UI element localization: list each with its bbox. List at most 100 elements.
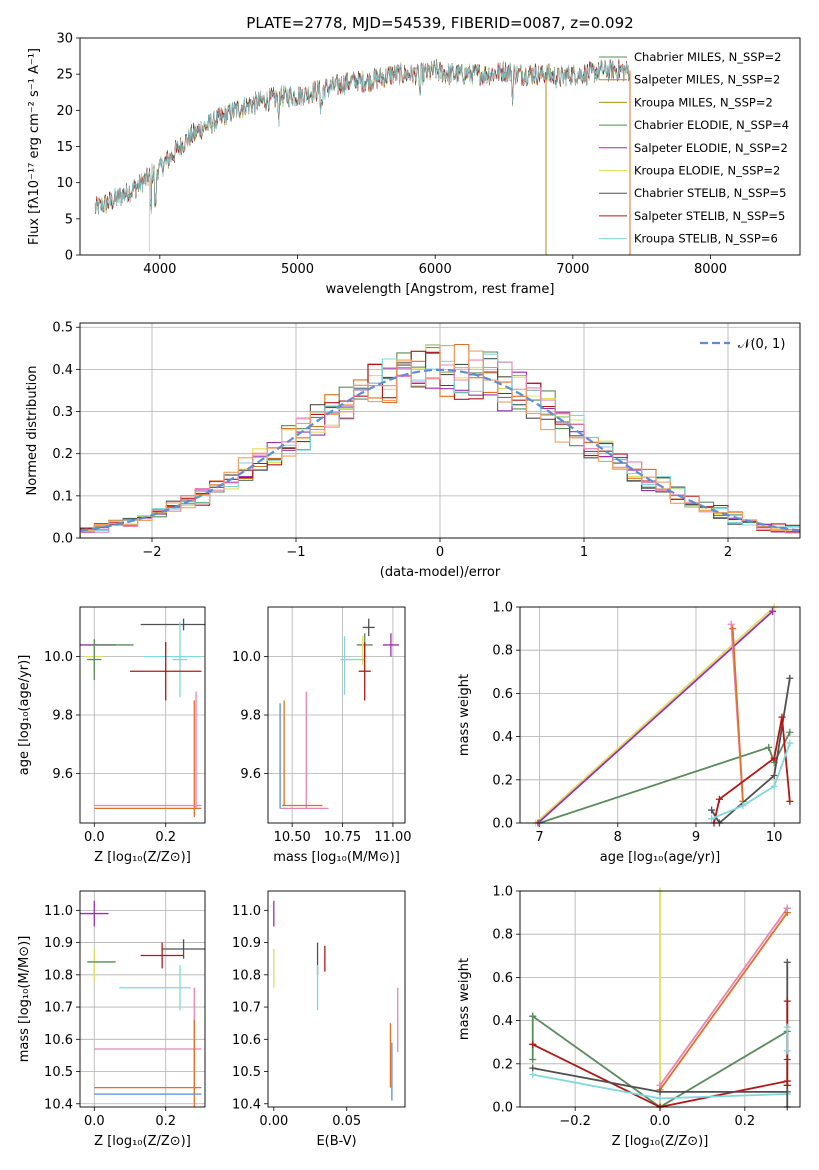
- y-tick-label: 10.9: [44, 936, 73, 951]
- y-tick-label: 10.7: [44, 1001, 73, 1016]
- y-tick-label: 5: [65, 212, 73, 227]
- weight-marker: [786, 728, 794, 736]
- axes-frame: [267, 890, 406, 1108]
- legend-label: 𝒩(0, 1): [738, 337, 785, 352]
- chart-title: PLATE=2778, MJD=54539, FIBERID=0087, z=0…: [246, 14, 633, 32]
- panel-spectrum: 4000 5000 6000 7000 8000 0 5 10 15 20 25 30 waveleng…: [27, 14, 801, 297]
- y-tick-label: 0: [65, 249, 73, 264]
- weight-marker: [708, 815, 716, 823]
- weight-marker: [715, 795, 723, 803]
- weight-marker: [739, 802, 747, 810]
- weight-marker: [786, 739, 794, 747]
- y-tick-label: 0.8: [492, 644, 513, 659]
- x-tick-label: 9: [692, 830, 700, 845]
- x-tick-label: 8000: [694, 262, 727, 277]
- weight-line: [731, 628, 744, 802]
- x-axis-label: mass [log₁₀(M/M⊙)]: [273, 850, 400, 865]
- y-tick-label: 0.0: [492, 1101, 513, 1116]
- x-tick-label: 0: [436, 545, 444, 560]
- x-tick-label: 0.05: [332, 1114, 361, 1129]
- x-axis-label: E(B-V): [316, 1134, 356, 1149]
- x-tick-label: −1: [286, 545, 305, 560]
- legend-label: Chabrier STELIB, N_SSP=5: [634, 186, 786, 200]
- x-axis-label: Z [log₁₀(Z/Z⊙)]: [94, 1134, 191, 1149]
- y-tick-label: 0.0: [492, 817, 513, 832]
- weight-marker: [778, 713, 786, 721]
- y-tick-label: 10.8: [232, 968, 261, 983]
- x-tick-label: 6000: [419, 262, 452, 277]
- y-axis-label: Normed distribution: [25, 366, 40, 496]
- legend-label: Salpeter STELIB, N_SSP=5: [634, 209, 785, 223]
- panel-weight-vs-age: 7 8 9 10 0.0 0.2 0.4 0.6 0.8 1.0 age [log₁₀(age/yr…: [457, 601, 801, 865]
- gaussian-reference-curve: [80, 368, 800, 532]
- y-tick-label: 0.8: [492, 928, 513, 943]
- y-tick-label: 0.4: [492, 1014, 513, 1029]
- legend-label: Kroupa ELODIE, N_SSP=2: [634, 164, 780, 178]
- weight-line: [659, 907, 789, 1086]
- y-tick-label: 0.4: [492, 730, 513, 745]
- y-tick-label: 0.2: [52, 447, 73, 462]
- x-tick-label: 5000: [281, 262, 314, 277]
- y-tick-label: 30: [56, 32, 73, 47]
- x-tick-label: 10: [766, 830, 783, 845]
- y-tick-label: 10.5: [232, 1065, 261, 1080]
- axes-frame: [79, 890, 206, 1108]
- weight-line: [532, 1043, 788, 1107]
- x-tick-label: 11.00: [374, 830, 411, 845]
- x-tick-label: 8: [614, 830, 622, 845]
- x-tick-label: 0.0: [84, 1114, 105, 1129]
- y-tick-label: 10.9: [232, 936, 261, 951]
- y-tick-label: 10.8: [44, 968, 73, 983]
- x-tick-label: −2: [142, 545, 161, 560]
- x-axis-label: Z [log₁₀(Z/Z⊙)]: [94, 850, 191, 865]
- y-tick-label: 10.7: [232, 1001, 261, 1016]
- y-tick-label: 1.0: [492, 885, 513, 900]
- y-axis-label: mass [log₁₀(M/M⊙)]: [17, 936, 32, 1063]
- y-axis-label: mass weight: [457, 958, 472, 1040]
- y-tick-label: 0.0: [52, 532, 73, 547]
- weight-marker: [786, 797, 794, 805]
- y-tick-label: 0.2: [492, 1057, 513, 1072]
- x-tick-label: 7: [535, 830, 543, 845]
- y-tick-label: 9.6: [240, 767, 261, 782]
- spectrum-line: [94, 60, 630, 215]
- weight-marker: [656, 1094, 664, 1102]
- legend-label: Salpeter MILES, N_SSP=2: [634, 73, 780, 87]
- legend-label: Chabrier MILES, N_SSP=2: [634, 50, 781, 64]
- x-tick-label: 0.2: [155, 830, 176, 845]
- y-tick-label: 9.8: [52, 709, 73, 724]
- weight-marker: [770, 771, 778, 779]
- histogram-series: [80, 359, 800, 538]
- y-tick-label: 10.4: [44, 1097, 73, 1112]
- y-axis-label: Flux [fλ10⁻¹⁷ erg cm⁻² s⁻¹ A⁻¹]: [27, 48, 42, 245]
- x-tick-label: 0.00: [259, 1114, 288, 1129]
- axes-frame: [519, 606, 801, 824]
- y-tick-label: 0.5: [52, 321, 73, 336]
- x-tick-label: 0.0: [650, 1114, 671, 1129]
- y-tick-label: 10.0: [232, 650, 261, 665]
- y-tick-label: 1.0: [492, 601, 513, 616]
- y-tick-label: 0.6: [492, 971, 513, 986]
- axes-frame: [79, 37, 801, 256]
- x-axis-label: wavelength [Angstrom, rest frame]: [326, 282, 555, 297]
- legend-label: Chabrier ELODIE, N_SSP=4: [634, 118, 789, 132]
- weight-marker: [529, 1071, 537, 1079]
- y-tick-label: 9.8: [240, 709, 261, 724]
- panel-weight-vs-Z: −0.2 0.0 0.2 0.0 0.2 0.4 0.6 0.8 1.0 Z [log₁₀(Z/Z…: [457, 885, 801, 1149]
- panel-age-vs-mass: 10.50 10.75 11.00 9.6 9.8 10.0 mass [log₁₀(M/M…: [232, 606, 412, 865]
- x-axis-label: (data-model)/error: [380, 565, 501, 580]
- legend-label: Kroupa MILES, N_SSP=2: [634, 95, 773, 109]
- weight-marker: [765, 743, 773, 751]
- x-tick-label: 10.75: [324, 830, 361, 845]
- weight-marker: [786, 674, 794, 682]
- panel-age-vs-Z: 0.0 0.2 9.6 9.8 10.0 Z [log₁₀(Z/Z⊙)] age [log₁…: [17, 606, 206, 865]
- panel-mass-vs-Z: 0.0 0.2 10.4 10.5 10.6 10.7 10.8 10.9 11.0 Z [log…: [17, 890, 206, 1149]
- weight-line: [713, 717, 791, 823]
- weight-marker: [529, 1064, 537, 1072]
- y-tick-label: 10.6: [232, 1033, 261, 1048]
- weight-marker: [770, 782, 778, 790]
- y-tick-label: 9.6: [52, 767, 73, 782]
- y-tick-label: 0.6: [492, 687, 513, 702]
- x-tick-label: 7000: [556, 262, 589, 277]
